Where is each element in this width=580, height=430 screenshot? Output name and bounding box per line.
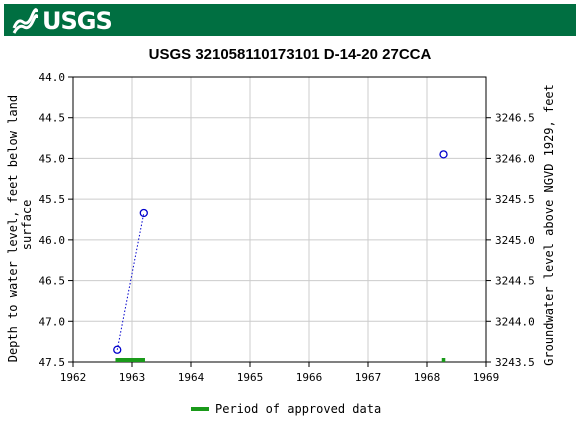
x-tick-label: 1969 [473,371,500,384]
plot-area [72,76,487,363]
data-series [113,150,448,354]
data-point [439,150,448,159]
y-left-tick-label: 46.0 [39,234,66,247]
y-left-tick-label: 46.5 [39,275,66,288]
y-left-tick-label: 47.0 [39,315,66,328]
x-tick-label: 1966 [296,371,323,384]
x-tick-label: 1965 [237,371,264,384]
y-axis-left-label-line2: surface [20,200,34,251]
legend: Period of approved data [191,402,381,416]
y-left-tick-label: 47.5 [39,356,66,369]
y-right-tick-label: 3246.0 [495,152,535,165]
usgs-logo: USGS [12,7,113,35]
x-axis: 1962 1963 1964 1965 1966 1967 1968 1969 [60,362,500,384]
usgs-logo-text: USGS [42,7,113,35]
x-tick-label: 1962 [60,371,87,384]
y-right-tick-label: 3245.5 [495,193,535,206]
y-axis-right: 3246.5 3246.0 3245.5 3245.0 3244.5 3244.0 3243… [486,112,535,369]
y-right-tick-label: 3245.0 [495,234,535,247]
usgs-banner: USGS [4,4,576,36]
y-left-tick-label: 45.5 [39,193,66,206]
x-tick-label: 1968 [414,371,441,384]
y-left-tick-label: 44.0 [39,71,66,84]
y-axis-left-label-line1: Depth to water level, feet below land [6,95,20,362]
series-connector [116,212,145,350]
grid [73,77,486,362]
x-tick-label: 1967 [355,371,382,384]
x-tick-label: 1964 [178,371,205,384]
y-right-tick-label: 3246.5 [495,112,535,125]
y-axis-left: 44.0 44.5 45.0 45.5 46.0 46.5 47.0 47.5 [39,71,73,369]
chart-title: USGS 321058110173101 D-14-20 27CCA [149,46,432,63]
data-point [139,208,148,218]
usgs-wave-icon [12,8,38,34]
legend-label: Period of approved data [215,402,381,416]
x-tick-label: 1963 [119,371,146,384]
y-right-tick-label: 3244.0 [495,315,535,328]
y-right-tick-label: 3243.5 [495,356,535,369]
y-left-tick-label: 44.5 [39,112,66,125]
data-point [113,345,122,354]
y-left-tick-label: 45.0 [39,152,66,165]
y-axis-right-label: Groundwater level above NGVD 1929, feet [542,84,556,366]
y-axis-left-label: Depth to water level, feet below land su… [6,88,34,363]
y-right-tick-label: 3244.5 [495,275,535,288]
